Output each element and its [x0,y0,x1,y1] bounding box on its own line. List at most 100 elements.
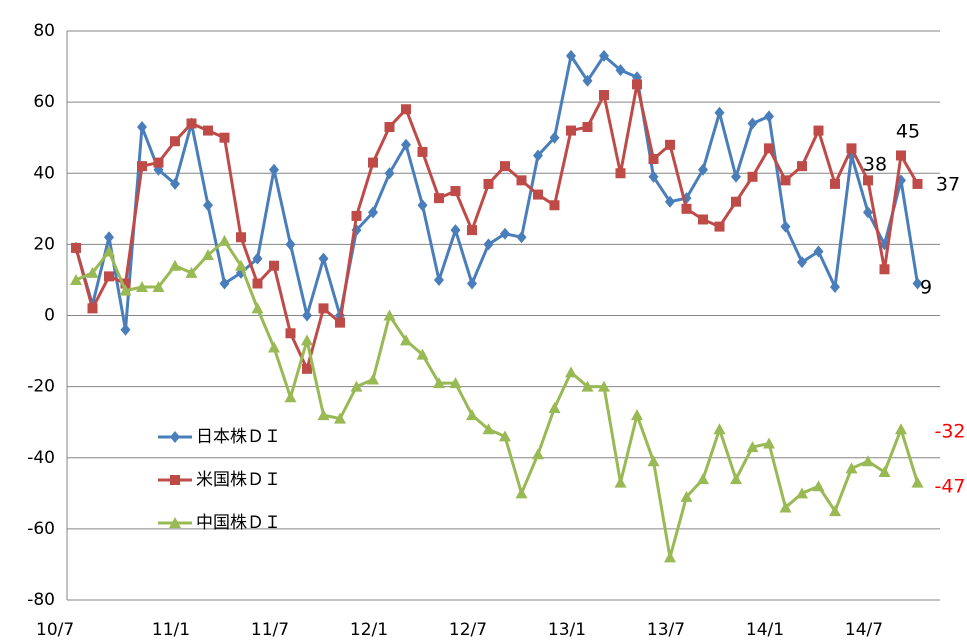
marker [203,199,213,212]
marker [483,238,494,251]
marker [681,203,692,214]
marker [202,249,214,261]
marker [318,252,329,265]
marker [632,79,642,90]
marker [466,409,478,421]
marker [532,448,544,460]
marker [368,157,378,168]
marker [548,401,561,413]
marker [467,277,477,290]
marker [879,264,890,275]
marker [302,309,312,322]
x-tick-label: 11/1 [152,620,190,640]
marker [779,501,792,513]
marker [862,455,874,467]
marker [137,161,147,172]
marker [648,170,659,183]
marker [763,437,775,449]
marker [483,178,494,189]
marker [812,480,825,492]
y-tick-label: -80 [27,590,55,610]
marker [136,281,148,293]
marker [566,125,576,136]
marker [219,132,230,143]
marker [846,143,857,154]
marker [581,380,594,392]
annotation: 37 [936,174,960,196]
y-tick-label: 60 [33,92,55,112]
marker [615,168,626,179]
marker [334,412,346,424]
legend-item: 中国株ＤＩ [158,513,281,533]
series [71,49,923,336]
marker [252,278,263,289]
marker [449,377,462,389]
legend-label: 中国株ＤＩ [196,513,281,533]
marker [285,328,296,339]
marker [713,423,726,435]
marker [170,136,180,147]
marker [829,505,841,517]
marker [746,441,759,453]
marker [499,430,511,442]
marker [269,260,279,271]
marker [104,231,114,244]
marker [500,227,510,240]
marker [350,380,363,392]
marker [516,175,527,186]
marker [268,341,280,353]
marker [219,277,230,290]
marker [269,163,279,176]
marker [615,64,626,77]
marker [137,121,147,134]
marker [813,245,824,258]
marker [416,348,429,360]
marker [417,146,428,157]
marker [813,125,824,136]
marker [86,266,99,278]
marker [912,277,923,290]
series-line [75,238,919,558]
marker [896,150,906,161]
marker [367,373,379,385]
marker [631,409,643,421]
marker [104,271,114,282]
marker [433,377,445,389]
marker [680,490,693,502]
marker [582,122,593,133]
annotation: -32 [934,421,965,443]
marker [450,224,461,237]
marker [285,238,296,251]
marker [665,139,675,150]
x-tick-label: 12/1 [350,620,388,640]
marker [648,154,659,165]
marker [714,106,725,119]
marker [614,476,627,488]
marker [120,278,131,289]
marker [400,334,412,346]
x-tick-label: 13/7 [647,620,685,640]
marker [500,161,510,172]
marker [152,281,165,293]
marker [830,178,840,189]
marker [565,366,577,378]
marker [830,281,840,294]
marker [878,465,891,477]
marker [401,104,411,115]
x-tick-label: 12/7 [449,620,487,640]
marker [599,49,609,62]
x-tick-label: 14/7 [845,620,883,640]
marker [731,170,741,183]
marker [302,363,312,374]
y-tick-label: -20 [27,377,55,397]
marker [185,266,198,278]
marker [170,431,180,443]
marker [383,309,396,321]
x-tick-label: 11/7 [251,620,289,640]
marker [318,303,329,314]
marker [549,200,560,211]
marker [780,175,791,186]
marker [863,175,873,186]
marker [87,303,98,314]
